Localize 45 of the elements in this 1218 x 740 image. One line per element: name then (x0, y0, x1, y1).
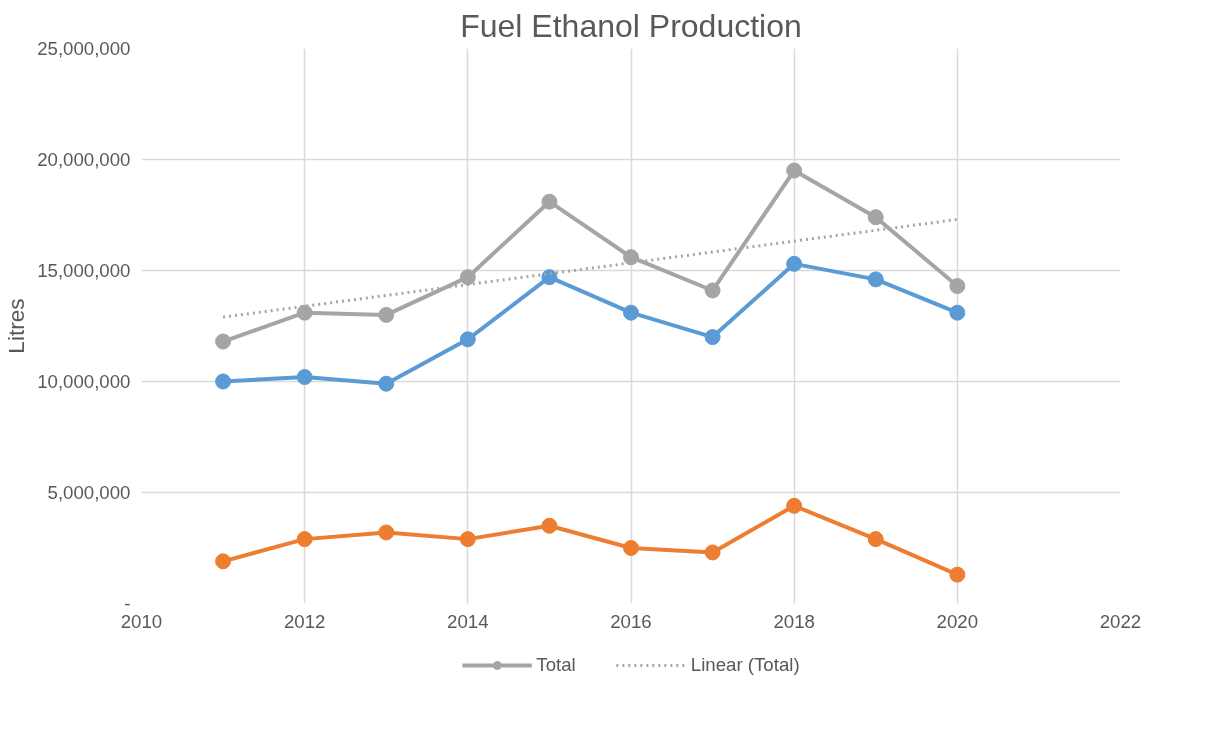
chart-title: Fuel Ethanol Production (460, 7, 802, 44)
point (378, 375, 395, 392)
point (378, 524, 395, 541)
y-tick-label: 20,000,000 (37, 149, 131, 170)
point (623, 540, 639, 556)
x-tick-label: 2014 (447, 610, 489, 632)
x-tick-label: 2022 (1099, 610, 1142, 632)
point (296, 369, 313, 386)
point (949, 304, 966, 321)
x-tick-label: 2016 (610, 610, 652, 632)
point (867, 209, 884, 226)
x-tick-label: 2018 (773, 610, 815, 632)
point (867, 271, 884, 288)
point (296, 531, 313, 548)
point (215, 373, 232, 390)
x-tick-label: 2020 (936, 610, 979, 632)
point (459, 331, 476, 348)
point (623, 304, 639, 321)
point (541, 193, 558, 210)
y-tick-label: 15,000,000 (37, 260, 131, 281)
point (215, 333, 232, 350)
y-axis-title: Litres (3, 298, 30, 354)
point (459, 531, 476, 548)
point (459, 269, 476, 286)
point (541, 269, 558, 286)
point (541, 517, 558, 534)
point (949, 278, 966, 295)
point (296, 304, 313, 321)
point (949, 566, 966, 583)
legend-label: Linear (Total) (690, 654, 800, 676)
legend-label: Total (536, 654, 576, 676)
point (786, 497, 803, 514)
y-tick-label: 5,000,000 (47, 482, 131, 503)
point (786, 255, 803, 272)
point (378, 306, 395, 323)
x-tick-label: 2012 (283, 610, 326, 632)
point (704, 282, 721, 299)
y-tick-label: 25,000,000 (37, 38, 131, 59)
point (704, 329, 721, 346)
point (215, 553, 232, 570)
point (786, 162, 803, 179)
y-tick-label: 10,000,000 (37, 371, 131, 392)
point (704, 544, 721, 561)
point (867, 531, 884, 548)
point (623, 249, 639, 266)
